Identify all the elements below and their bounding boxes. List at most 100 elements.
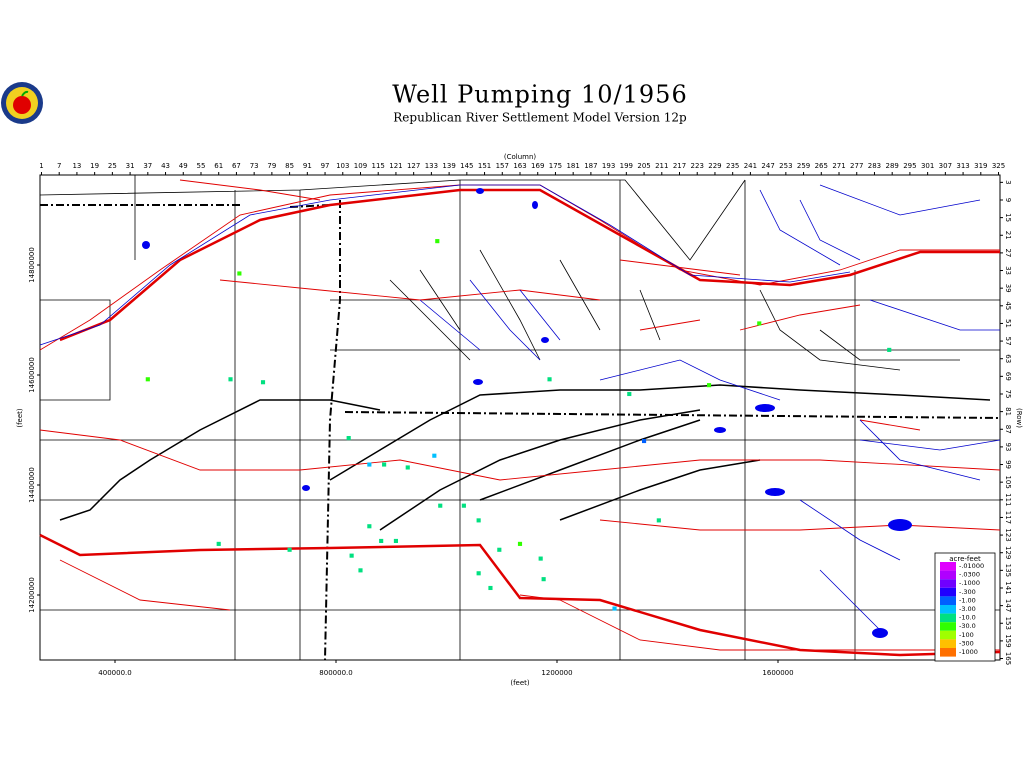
pumping-cell <box>612 606 617 611</box>
pumping-cell <box>405 465 410 470</box>
column-tick-label: 43 <box>161 162 170 170</box>
column-tick-label: 115 <box>372 162 385 170</box>
legend-swatch <box>940 639 956 648</box>
pumping-cell <box>432 453 437 458</box>
pumping-cell <box>656 518 661 523</box>
pumping-cell <box>541 577 546 582</box>
pumping-cell <box>349 553 354 558</box>
pumping-cell <box>435 239 440 244</box>
map-features <box>39 174 1001 661</box>
pumping-cell <box>228 377 233 382</box>
legend-label: -1000 <box>959 648 978 656</box>
column-tick-label: 121 <box>389 162 402 170</box>
column-tick-label: 295 <box>903 162 916 170</box>
legend-label: -.0300 <box>959 571 980 579</box>
subtitle: Republican River Settlement Model Versio… <box>393 111 687 125</box>
legend-label: -.300 <box>959 588 976 596</box>
column-tick-label: 193 <box>602 162 615 170</box>
column-tick-label: 109 <box>354 162 367 170</box>
column-tick-label: 223 <box>691 162 704 170</box>
pumping-cell <box>260 380 266 385</box>
pumping-cell <box>438 503 443 508</box>
legend-swatch <box>940 630 956 640</box>
column-tick-label: 133 <box>425 162 438 170</box>
column-tick-label: 181 <box>566 162 579 170</box>
row-tick-label: 21 <box>1004 231 1012 240</box>
row-tick-label: 159 <box>1004 634 1012 647</box>
row-tick-label: 27 <box>1004 248 1012 257</box>
column-tick-label: 307 <box>939 162 952 170</box>
column-tick-label: 217 <box>673 162 686 170</box>
row-axis-label: (Row) <box>1015 408 1023 428</box>
legend-label: -1.00 <box>959 596 976 604</box>
legend-swatch <box>940 587 956 597</box>
column-tick-label: 13 <box>72 162 81 170</box>
y-axis-label: (feet) <box>16 408 24 428</box>
pumping-cell <box>346 436 351 441</box>
row-tick-label: 123 <box>1004 528 1012 541</box>
logo <box>1 82 43 124</box>
row-tick-label: 117 <box>1004 511 1012 524</box>
row-tick-label: 141 <box>1004 581 1012 594</box>
column-tick-label: 157 <box>496 162 509 170</box>
column-tick-label: 301 <box>921 162 934 170</box>
y-tick-label: 14800000 <box>28 247 36 283</box>
legend-swatch <box>940 605 956 614</box>
column-tick-label: 253 <box>779 162 792 170</box>
legend-swatch <box>940 613 956 623</box>
column-tick-label: 265 <box>815 162 828 170</box>
legend-swatch <box>940 570 956 580</box>
column-tick-label: 277 <box>850 162 863 170</box>
legend-label: -100 <box>959 631 974 639</box>
column-tick-label: 127 <box>407 162 420 170</box>
pumping-cell <box>358 568 363 573</box>
y-tick-label: 14600000 <box>28 357 36 393</box>
column-tick-label: 73 <box>250 162 259 170</box>
column-axis-label: (Column) <box>504 153 537 161</box>
column-tick-label: 1 <box>39 162 43 170</box>
column-tick-label: 187 <box>584 162 597 170</box>
column-tick-label: 271 <box>832 162 845 170</box>
pumping-cell <box>538 556 543 561</box>
legend-label: -3.00 <box>959 605 976 613</box>
pumping-cell <box>367 524 372 529</box>
column-tick-label: 283 <box>868 162 881 170</box>
column-tick-label: 103 <box>336 162 349 170</box>
row-tick-label: 3 <box>1004 180 1012 184</box>
y-tick-label: 14200000 <box>28 577 36 613</box>
column-tick-label: 325 <box>992 162 1005 170</box>
x-axis-label: (feet) <box>510 679 530 687</box>
row-tick-label: 9 <box>1004 198 1012 202</box>
column-tick-label: 61 <box>214 162 223 170</box>
title: Well Pumping 10/1956 <box>392 81 687 109</box>
column-tick-label: 313 <box>956 162 969 170</box>
pumping-cell <box>517 541 523 546</box>
row-tick-label: 39 <box>1004 284 1012 293</box>
legend-label: -10.0 <box>959 614 976 622</box>
pumping-cell <box>461 503 466 508</box>
legend-swatch <box>940 579 956 588</box>
column-tick-label: 199 <box>620 162 633 170</box>
pumping-cell <box>476 518 481 523</box>
legend-swatch <box>940 622 956 631</box>
pumping-cell <box>757 321 762 326</box>
legend-label: -30.0 <box>959 622 976 630</box>
row-tick-label: 45 <box>1004 301 1012 310</box>
pumping-cell <box>476 571 481 576</box>
column-tick-label: 205 <box>637 162 650 170</box>
column-tick-label: 49 <box>179 162 188 170</box>
pumping-cell <box>382 462 387 467</box>
pumping-cell <box>497 547 502 552</box>
pumping-cell <box>488 585 493 591</box>
column-tick-label: 19 <box>90 162 99 170</box>
legend-label: -.01000 <box>959 562 984 570</box>
pumping-cell <box>216 541 221 546</box>
column-tick-label: 25 <box>108 162 117 170</box>
column-tick-label: 67 <box>232 162 241 170</box>
column-tick-label: 211 <box>655 162 668 170</box>
row-tick-label: 87 <box>1004 425 1012 434</box>
pumping-cell <box>379 538 384 544</box>
row-tick-label: 129 <box>1004 546 1012 559</box>
pumping-cell <box>145 377 150 382</box>
